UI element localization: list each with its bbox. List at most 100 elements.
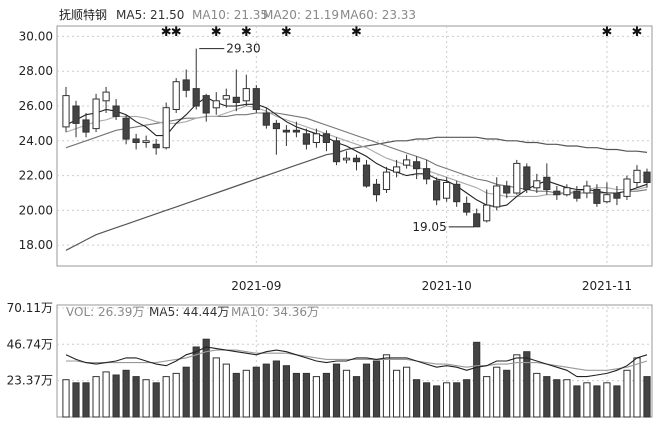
ma20-line: [65, 112, 648, 194]
candle-body: [463, 202, 471, 213]
volume-bar: [312, 376, 320, 418]
candle-body: [152, 143, 160, 149]
volume-bar: [152, 382, 160, 418]
volume-bar: [643, 376, 651, 418]
volume-bar: [122, 369, 130, 418]
candle-body: [282, 129, 290, 133]
candle-body: [443, 182, 451, 199]
event-star-marker: ✱: [632, 25, 643, 40]
volume-bar: [212, 357, 220, 418]
price-y-tick-label: 22.00: [19, 169, 53, 183]
candle-body: [62, 95, 70, 128]
volume-bar: [593, 385, 601, 418]
volume-bar: [302, 372, 310, 418]
volume-bar: [533, 372, 541, 418]
volume-bar: [513, 354, 521, 418]
volume-bar: [382, 354, 391, 418]
volume-bar: [292, 372, 300, 418]
ma5-line: [65, 96, 648, 208]
x-tick-label: 2021-10: [422, 279, 472, 293]
ma60-line: [65, 136, 648, 251]
candle-body: [423, 168, 431, 180]
candle-body: [523, 166, 531, 190]
volume-bar: [232, 372, 240, 418]
candle-body: [262, 112, 270, 126]
candle-body: [493, 185, 501, 208]
candle-body: [302, 133, 310, 145]
candle-body: [633, 169, 641, 184]
event-star-marker: ✱: [351, 25, 362, 40]
candle-body: [252, 88, 260, 110]
volume-bar: [623, 369, 631, 418]
volume-bar: [372, 360, 381, 418]
volume-bar: [523, 351, 531, 418]
volume-bar: [72, 382, 80, 418]
volume-bar: [142, 379, 150, 418]
volume-bar: [403, 366, 411, 418]
candle-body: [202, 95, 210, 114]
candle-body: [573, 190, 581, 199]
volume-bar: [443, 382, 451, 418]
event-star-marker: ✱: [601, 25, 612, 40]
candle-body: [332, 140, 341, 163]
candle-body: [553, 190, 561, 196]
candle-body: [543, 176, 551, 191]
volume-ma5-line: [65, 346, 648, 378]
candle-body: [102, 91, 110, 102]
volume-bar: [322, 372, 330, 418]
candle-body: [182, 79, 190, 91]
candle-body: [413, 161, 421, 170]
volume-bar: [613, 385, 621, 418]
event-star-marker: ✱: [161, 25, 172, 40]
volume-panel: 70.11万 46.74万 23.37万: [7, 301, 653, 418]
volume-bar: [362, 363, 371, 418]
candle-body: [132, 138, 140, 143]
candle-body: [162, 107, 170, 149]
candle-body: [603, 194, 611, 203]
candle-body: [232, 96, 240, 104]
candle-body: [322, 133, 330, 144]
candle-body: [142, 140, 150, 144]
volume-y-tick-label: 46.74万: [7, 337, 53, 351]
price-y-tick-label: 26.00: [19, 99, 53, 113]
volume-bar: [192, 346, 200, 418]
candle-body: [393, 166, 401, 173]
extreme-annotation-label: 19.05: [412, 220, 446, 234]
volume-bar: [413, 379, 421, 418]
candle-body: [192, 88, 200, 107]
candle-body: [362, 164, 371, 187]
candle-body: [72, 105, 80, 124]
volume-bar: [222, 363, 230, 418]
candle-body: [242, 88, 250, 102]
volume-bar: [162, 376, 170, 418]
candle-body: [473, 213, 481, 228]
candle-body: [122, 117, 130, 140]
candle-body: [292, 129, 300, 133]
legend-ma60: MA60: 23.33: [340, 8, 416, 22]
volume-bar: [252, 366, 260, 418]
stock-name: 抚顺特钢: [59, 7, 107, 22]
volume-bar: [262, 363, 270, 418]
volume-bar: [282, 365, 290, 418]
candle-body: [372, 183, 381, 196]
candle-body: [403, 159, 411, 166]
legend-ma20: MA20: 21.19: [263, 8, 339, 22]
candle-body: [82, 119, 90, 133]
volume-bar: [483, 376, 491, 418]
volume-bar: [603, 382, 611, 418]
legend-ma10: MA10: 21.35: [192, 8, 268, 22]
candle-body: [272, 122, 280, 130]
candle-body: [342, 157, 351, 161]
candle-body: [382, 171, 391, 191]
volume-bar: [112, 374, 120, 418]
price-frame: [56, 25, 653, 267]
legend-vol: VOL: 26.39万: [66, 305, 144, 319]
volume-bar: [172, 372, 180, 418]
volume-bar: [463, 379, 471, 418]
volume-bar: [92, 376, 100, 418]
volume-bar: [342, 369, 351, 418]
price-y-tick-label: 20.00: [19, 203, 53, 217]
legend-vol-ma5: MA5: 44.44万: [149, 305, 229, 319]
price-y-tick-label: 28.00: [19, 64, 53, 78]
